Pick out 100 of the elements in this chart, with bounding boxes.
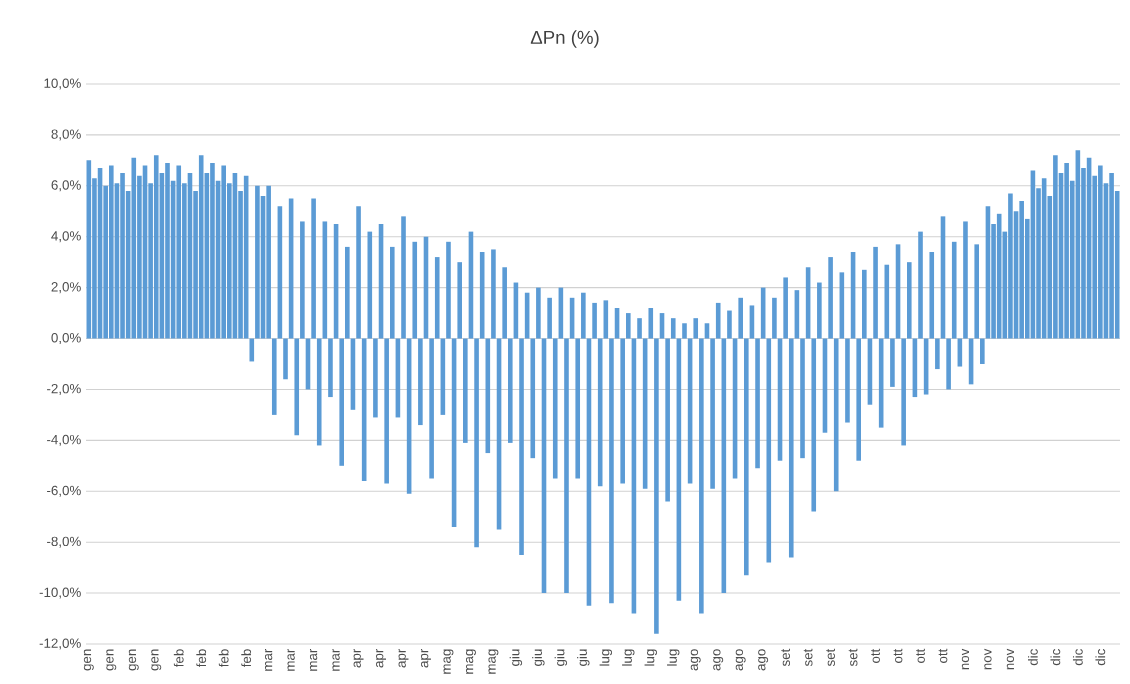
x-tick-label: dic — [1050, 649, 1061, 666]
x-tick-label: giu — [554, 649, 568, 666]
bar — [693, 318, 699, 339]
bar — [519, 338, 524, 555]
x-tick-label: lug — [599, 649, 613, 666]
y-tick-label: -12,0% — [39, 638, 81, 650]
x-tick-label: gen — [106, 649, 117, 671]
bar — [637, 318, 642, 339]
bar — [901, 338, 906, 446]
y-tick-label: 2,0% — [51, 282, 81, 294]
bar — [862, 269, 867, 339]
bar — [249, 338, 255, 362]
bar — [300, 221, 305, 339]
y-tick-label: -6,0% — [47, 485, 81, 497]
bar — [929, 251, 935, 339]
bar — [530, 338, 536, 459]
bar — [316, 338, 322, 446]
y-tick-label: 6,0% — [51, 180, 81, 192]
bar — [772, 297, 777, 339]
bar — [800, 338, 805, 459]
x-tick-label: ott — [871, 648, 880, 663]
bar — [670, 318, 676, 339]
x-tick-label: ago — [713, 649, 724, 671]
bar — [974, 244, 980, 339]
x-tick-label: giu — [509, 649, 523, 666]
bar — [963, 221, 968, 339]
bar — [446, 241, 451, 339]
bar — [890, 338, 895, 387]
bar — [833, 338, 839, 492]
bar — [828, 257, 833, 339]
x-tick-label: lug — [667, 649, 680, 666]
bar — [856, 338, 861, 461]
x-tick-label: gen — [128, 649, 139, 671]
chart-title: ΔPn (%) — [530, 30, 599, 48]
x-tick-label: ago — [690, 649, 701, 671]
x-tick-label: feb — [218, 649, 229, 668]
bar — [873, 246, 878, 339]
x-tick-label: apr — [421, 648, 431, 668]
x-tick-label: lug — [644, 649, 657, 666]
bar — [738, 297, 743, 339]
x-tick-label: dic — [1028, 649, 1038, 666]
bar — [581, 292, 586, 339]
bar — [389, 246, 395, 339]
y-tick-label: 8,0% — [51, 129, 81, 141]
bar — [434, 257, 440, 339]
y-tick-label: 10,0% — [44, 78, 81, 90]
x-tick-label: feb — [173, 649, 184, 668]
bar — [704, 323, 710, 339]
bar — [418, 338, 423, 426]
bar — [946, 338, 951, 390]
bar — [536, 287, 541, 339]
x-tick-label: mar — [332, 648, 340, 671]
x-tick-label: set — [803, 648, 813, 667]
y-tick-label: -8,0% — [47, 536, 81, 548]
x-tick-label: ott — [938, 648, 948, 663]
y-tick-label: -2,0% — [47, 383, 81, 395]
y-tick-label: -4,0% — [47, 434, 81, 446]
x-tick-label: nov — [961, 648, 970, 670]
y-tick-label: 0,0% — [51, 333, 81, 345]
bar — [665, 338, 670, 502]
bar — [654, 338, 659, 634]
bar — [951, 241, 957, 339]
x-tick-label: set — [781, 648, 791, 667]
bar — [648, 307, 654, 339]
bar — [620, 338, 625, 484]
bar — [491, 249, 496, 339]
x-tick-label: mag — [465, 649, 476, 674]
x-tick-label: ott — [893, 648, 903, 663]
bar — [328, 338, 333, 398]
x-tick-label: mar — [265, 648, 273, 671]
bar — [744, 338, 749, 576]
x-tick-label: ago — [735, 649, 746, 671]
bar — [367, 231, 373, 339]
bar — [345, 246, 350, 339]
x-tick-label: apr — [376, 648, 386, 668]
bar — [918, 231, 923, 339]
bar — [474, 338, 479, 548]
bar — [401, 216, 406, 339]
bar — [429, 338, 434, 479]
bar — [766, 338, 772, 563]
bar — [817, 282, 822, 339]
bar — [783, 277, 788, 339]
bar — [884, 264, 890, 339]
bar — [463, 338, 468, 443]
x-tick-label: mag — [443, 649, 454, 674]
x-tick-label: mag — [488, 649, 499, 674]
bar — [699, 338, 704, 614]
bar — [547, 297, 552, 339]
bar — [755, 338, 760, 469]
x-tick-label: nov — [1006, 648, 1015, 670]
x-tick-label: feb — [196, 649, 207, 668]
x-tick-label: ott — [916, 648, 925, 663]
bar — [283, 338, 288, 380]
x-tick-label: set — [826, 648, 835, 667]
bar — [597, 338, 603, 487]
bar — [980, 338, 985, 364]
bar — [507, 338, 513, 443]
bar — [356, 206, 361, 339]
x-tick-label: feb — [241, 649, 252, 668]
bar — [373, 338, 378, 418]
